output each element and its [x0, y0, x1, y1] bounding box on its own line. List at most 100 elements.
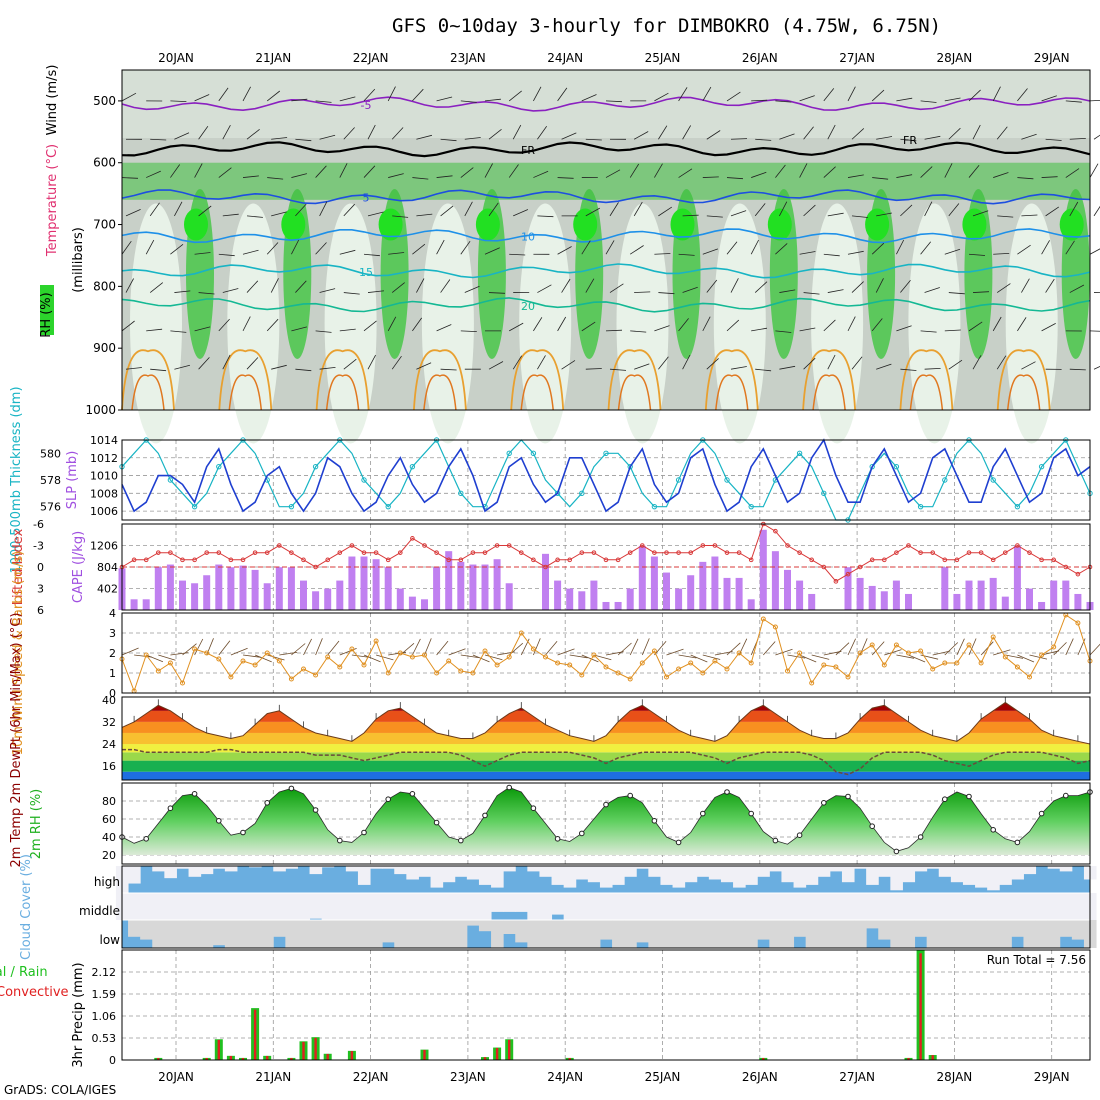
wind-barb: [968, 89, 981, 102]
wind-barb: [242, 175, 259, 178]
wind-barb: [319, 134, 336, 140]
wind-barb: [968, 253, 986, 256]
wind-barb: [779, 289, 796, 293]
wind-barb: [678, 87, 688, 102]
rh-point: [458, 837, 464, 844]
wind-barb: [751, 171, 767, 178]
cloud-clear-block: [224, 893, 238, 920]
wind-speed-point: [434, 670, 440, 676]
cape-bar: [227, 567, 235, 610]
wind-barb: [125, 367, 142, 370]
wind-barb: [533, 170, 549, 178]
cloud-clear-block: [733, 920, 746, 948]
cloud-clear-block: [418, 893, 432, 920]
wind-barb: [706, 358, 719, 370]
wind-barb-10m: [158, 654, 176, 661]
cloud-clear-block: [926, 920, 940, 948]
wind-barb: [464, 137, 481, 140]
isotherm-label: FR: [521, 144, 535, 157]
wind-barb: [803, 126, 814, 140]
wind-barb: [896, 325, 912, 332]
thickness-point: [361, 477, 367, 483]
cloud-clear-block: [466, 893, 480, 920]
isotherm-30-arch: [715, 374, 749, 411]
wind-barb-10m: [146, 654, 164, 663]
precip-legend-convective: Convective: [0, 985, 69, 1000]
lifted-index-point: [361, 550, 367, 555]
wind-speed-point: [676, 666, 682, 672]
lifted-index-point: [809, 557, 815, 563]
wind-barb: [242, 249, 259, 255]
cape-bar: [735, 577, 743, 610]
wind-barb: [315, 165, 327, 178]
rh-point: [651, 818, 658, 824]
pressure-axis-label: (millibars): [71, 227, 86, 293]
lifted-index-point: [555, 557, 560, 563]
wind-barb-10m: [932, 650, 951, 656]
rh-axis-label-group: 2m RH (%): [29, 789, 44, 860]
cloud-clear-block: [696, 866, 710, 877]
wind-speed-point: [785, 668, 790, 674]
precip-convective-bar: [762, 1057, 765, 1060]
isotherm-30-arch: [1006, 374, 1041, 411]
cloud-clear-block: [636, 866, 649, 869]
wind-barb: [222, 354, 231, 370]
dewpoint-line: [122, 748, 1091, 776]
wind-barb: [726, 241, 738, 255]
wind-barb-10m: [533, 638, 541, 656]
wind-barb: [267, 177, 284, 180]
run-total-label: Run Total = 7.56: [987, 953, 1086, 967]
precip-convective-bar: [241, 1057, 245, 1060]
wind-barb: [924, 368, 941, 370]
rh-point: [361, 829, 367, 836]
wind-barb: [948, 292, 965, 295]
wind-barb: [585, 207, 600, 217]
cape-bar: [445, 551, 453, 610]
lifted-index-point: [591, 550, 597, 555]
wind-barb: [678, 253, 695, 256]
thickness-tick-label: 576: [40, 501, 61, 514]
cloud-clear-block: [285, 893, 298, 920]
rh-dry-plume: [616, 203, 669, 444]
isotherm-30-arch: [423, 374, 457, 411]
wind-barb: [823, 319, 836, 332]
wind-barb: [512, 124, 522, 140]
lifted-index-point: [398, 550, 403, 555]
lifted-index-point: [325, 557, 331, 563]
wind-barb: [146, 328, 163, 332]
y-tick-label: 900: [93, 341, 116, 355]
wind-barb: [170, 330, 187, 333]
wind-barb: [702, 86, 712, 102]
lifted-index-point: [1063, 564, 1069, 570]
lifted-index-point: [833, 579, 839, 584]
cloud-clear-block: [321, 866, 335, 868]
wind-barb: [339, 249, 356, 255]
wind-barb: [1089, 248, 1100, 255]
precip-convective-bar: [568, 1057, 571, 1060]
cloud-clear-block: [527, 893, 540, 920]
temp-color-band: [122, 721, 1090, 733]
rh-moist-band: [122, 162, 1090, 200]
rh-axis-label: 2m RH (%): [29, 789, 44, 860]
cape-bar: [759, 529, 767, 610]
lifted-index-point: [168, 550, 173, 555]
x-tick-top-label: 27JAN: [839, 51, 875, 65]
lifted-index-point: [240, 557, 246, 563]
lifted-index-point: [797, 550, 802, 555]
wind-barb: [896, 239, 905, 255]
x-tick-bottom-label: 25JAN: [645, 1070, 681, 1084]
rh-point: [240, 829, 246, 836]
lifted-index-point: [652, 550, 657, 555]
isotherm-line: [121, 228, 1091, 244]
cloud-clear-block: [999, 866, 1012, 885]
wind-barb: [508, 164, 519, 178]
wind-barb: [803, 292, 820, 295]
wind-barb: [1093, 205, 1100, 217]
wind-barb: [993, 172, 1009, 178]
cloud-clear-block: [1059, 866, 1073, 872]
cloud-clear-block: [478, 866, 492, 885]
wind-barb: [343, 292, 360, 295]
wind-barb: [896, 97, 913, 102]
wind-speed-point: [252, 662, 258, 668]
lifted-index-point: [724, 550, 730, 555]
